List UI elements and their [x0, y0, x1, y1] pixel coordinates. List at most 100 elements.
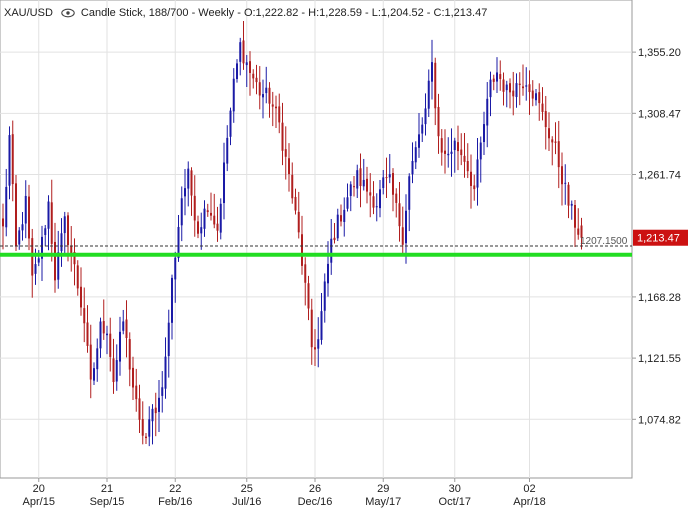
candle-body: [206, 210, 209, 213]
candle-body: [317, 339, 320, 349]
x-tick-label-bottom: Dec/16: [298, 496, 333, 508]
candle-body: [330, 238, 333, 263]
candle-body: [544, 111, 547, 128]
candle-body: [440, 138, 443, 153]
candle-body: [135, 385, 138, 400]
candle-body: [275, 106, 277, 109]
candle-body: [577, 228, 580, 235]
candle-body: [288, 158, 290, 175]
candle-body: [479, 142, 482, 160]
candle-body: [486, 98, 489, 126]
candle-body: [418, 134, 420, 148]
candle-body: [57, 252, 60, 280]
candle-body: [427, 80, 430, 109]
candle-body: [375, 206, 378, 208]
eye-icon[interactable]: [61, 8, 75, 18]
candle-body: [450, 151, 453, 154]
candle-body: [281, 122, 284, 151]
candle-body: [232, 78, 235, 112]
candle-body: [304, 264, 307, 283]
candle-body: [349, 184, 352, 196]
candle-body: [522, 86, 524, 89]
candle-body: [213, 215, 216, 225]
candle-body: [437, 106, 440, 137]
candle-body: [219, 203, 222, 233]
candle-body: [340, 215, 342, 222]
x-tick-label-bottom: Feb/16: [158, 496, 192, 508]
candle-body: [297, 211, 300, 233]
candle-body: [271, 104, 274, 107]
candle-body: [424, 108, 427, 125]
candle-body: [434, 62, 437, 109]
x-tick-label-top: 30: [449, 483, 461, 495]
candle-body: [80, 286, 82, 308]
candle-body: [255, 77, 258, 83]
candle-body: [489, 79, 492, 98]
y-tick-label: 1,168.28: [638, 292, 681, 304]
candle-body: [193, 195, 196, 221]
candle-body: [564, 182, 567, 184]
candle-body: [265, 87, 268, 94]
candle-body: [122, 321, 125, 331]
candle-body: [210, 212, 212, 216]
candle-body: [200, 227, 203, 234]
candle-body: [158, 397, 160, 412]
candle-body: [453, 140, 456, 151]
candle-body: [86, 322, 89, 346]
chart-header: XAU/USD Candle Stick, 188/700 - Weekly -…: [4, 6, 487, 20]
x-tick-label-top: 02: [523, 483, 535, 495]
candle-body: [388, 174, 391, 178]
candle-body: [382, 177, 385, 188]
candle-body: [21, 224, 24, 231]
plot-area[interactable]: [0, 0, 633, 479]
y-tick-label: 1,355.20: [638, 47, 681, 59]
candle-body: [171, 277, 173, 323]
candle-body: [60, 233, 63, 252]
chart-description: Candle Stick, 188/700 - Weekly - O:1,222…: [80, 7, 488, 19]
x-tick-label-top: 29: [377, 483, 389, 495]
candle-body: [2, 218, 4, 227]
candle-body: [499, 74, 502, 79]
candle-body: [401, 227, 404, 245]
candle-body: [359, 168, 362, 187]
candle-body: [574, 205, 576, 228]
candle-body: [138, 398, 141, 420]
candle-body: [258, 82, 261, 96]
candle-body: [398, 203, 401, 227]
candle-body: [148, 419, 151, 437]
candle-body: [518, 83, 521, 85]
candle-body: [411, 161, 414, 175]
candle-body: [115, 360, 118, 382]
x-tick-label-bottom: Jul/16: [232, 496, 261, 508]
candle-body: [70, 245, 73, 254]
candle-body: [421, 124, 424, 134]
candle-body: [307, 283, 310, 309]
candle-body: [336, 214, 339, 239]
candle-body: [128, 339, 131, 370]
candle-body: [505, 84, 508, 91]
candle-body: [167, 322, 170, 356]
candle-body: [262, 94, 264, 98]
candle-body: [314, 347, 316, 350]
candle-body: [174, 257, 177, 280]
candle-body: [102, 321, 105, 334]
last-price-label: 1,213.47: [637, 233, 680, 245]
x-tick-label-bottom: Oct/17: [439, 496, 471, 508]
candle-body: [405, 210, 407, 244]
candle-body: [310, 309, 313, 348]
candle-body: [473, 185, 476, 190]
candle-body: [408, 176, 411, 210]
candle-body: [483, 124, 485, 143]
candle-body: [509, 83, 511, 93]
x-tick-label-top: 22: [169, 483, 181, 495]
candle-body: [284, 149, 287, 157]
candle-body: [548, 128, 550, 139]
candle-body: [470, 171, 472, 186]
candle-body: [570, 203, 573, 206]
candle-body: [229, 110, 232, 137]
candle-body: [356, 170, 359, 189]
candle-body: [216, 223, 219, 231]
candle-body: [44, 228, 47, 236]
